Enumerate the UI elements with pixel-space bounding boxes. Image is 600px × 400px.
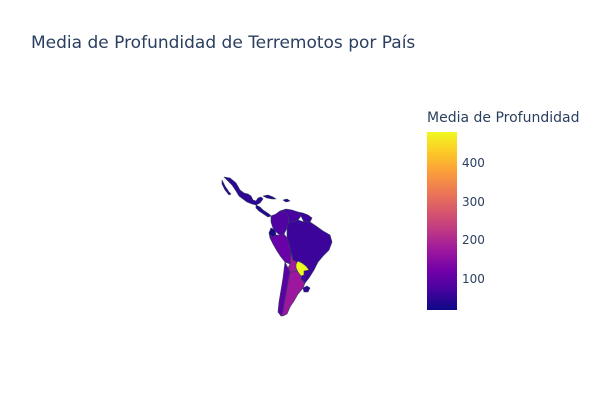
region-cuba[interactable] — [262, 194, 277, 200]
region-uruguay[interactable] — [302, 285, 311, 293]
colorbar-tick-label: 300 — [462, 194, 485, 209]
region-paraguay[interactable] — [295, 260, 310, 277]
region-central-america[interactable] — [255, 204, 272, 218]
chart-title: Media de Profundidad de Terremotos por P… — [31, 33, 416, 53]
colorbar-tick-label: 200 — [462, 233, 485, 248]
colorbar-tick-label: 400 — [462, 155, 485, 170]
region-mexico[interactable] — [221, 176, 264, 206]
region-hispaniola[interactable] — [282, 198, 291, 203]
region-guianas[interactable] — [297, 211, 313, 223]
colorbar-tick-label: 100 — [462, 272, 485, 287]
colorbar — [427, 132, 457, 310]
colorbar-title: Media de Profundidad — [427, 110, 580, 126]
